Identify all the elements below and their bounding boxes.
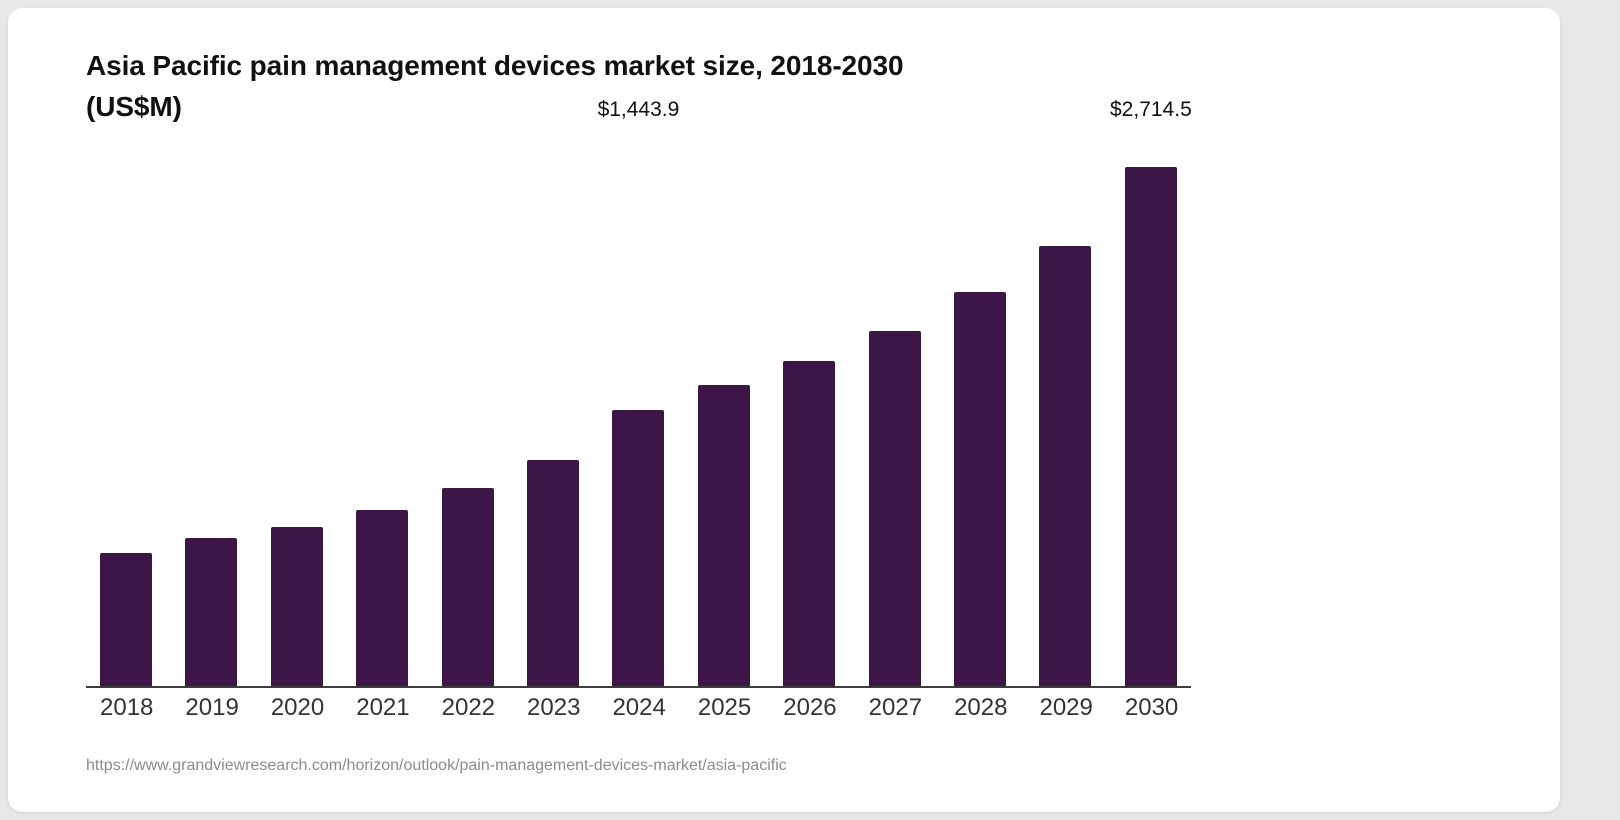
bar-column[interactable]: [185, 131, 238, 686]
x-tick-label: 2022: [441, 694, 496, 721]
bar[interactable]: [783, 360, 836, 686]
bar[interactable]: [270, 527, 323, 686]
plot-area: $1,443.9 $2,714.5: [86, 99, 1192, 688]
bar-column[interactable]: [356, 131, 409, 686]
bar[interactable]: [185, 537, 238, 686]
x-tick-label: 2029: [1039, 694, 1093, 721]
bar[interactable]: [954, 292, 1007, 686]
bar-column[interactable]: [100, 131, 152, 686]
source-url[interactable]: https://www.grandviewresearch.com/horizo…: [86, 757, 787, 774]
x-tick-label: 2020: [270, 694, 325, 721]
bar-column[interactable]: [783, 131, 836, 686]
chart-card: Asia Pacific pain management devices mar…: [8, 8, 1560, 812]
x-tick-label: 2023: [527, 694, 581, 721]
x-tick-label: 2018: [100, 694, 154, 721]
bar-value-label: $1,443.9: [597, 98, 680, 121]
chart-title-line-1: Asia Pacific pain management devices mar…: [86, 50, 904, 81]
bar-column[interactable]: [868, 131, 921, 686]
bar-column[interactable]: $2,714.5: [1110, 99, 1192, 686]
bar-series: $1,443.9 $2,714.5: [86, 99, 1192, 686]
bar-column[interactable]: [441, 131, 494, 686]
bar[interactable]: [868, 331, 921, 686]
bar-column[interactable]: [527, 131, 580, 686]
x-tick-label: 2030: [1124, 694, 1179, 721]
page-title: Asia Pacific pain management devices mar…: [86, 46, 1186, 127]
bar-column[interactable]: $1,443.9: [598, 99, 679, 686]
bar[interactable]: [612, 409, 665, 686]
bar[interactable]: [100, 553, 152, 686]
x-tick-label: 2026: [783, 694, 837, 721]
bar[interactable]: [356, 509, 409, 686]
bar-column[interactable]: [1039, 131, 1092, 686]
bar-column[interactable]: [270, 131, 323, 686]
x-tick-label: 2028: [954, 694, 1008, 721]
x-axis-line: [86, 686, 1191, 688]
x-tick-label: 2025: [697, 694, 752, 721]
bar[interactable]: [1039, 246, 1092, 686]
bar[interactable]: [527, 460, 580, 686]
x-tick-label: 2027: [868, 694, 923, 721]
x-tick-label: 2024: [612, 694, 666, 721]
bar[interactable]: [441, 487, 494, 686]
chart-title-line-2: (US$M): [86, 90, 182, 122]
x-tick-label: 2021: [356, 694, 410, 721]
bar-column[interactable]: [954, 131, 1007, 686]
x-axis-tick-labels: 2018 2019 2020 2021 2022 2023 2024 2025 2026 2027…: [86, 694, 1191, 723]
bar-value-label: $2,714.5: [1110, 98, 1192, 121]
x-tick-label: 2019: [185, 694, 239, 721]
bar[interactable]: [1124, 166, 1177, 686]
bar-column[interactable]: [697, 131, 750, 686]
bar[interactable]: [697, 385, 750, 686]
